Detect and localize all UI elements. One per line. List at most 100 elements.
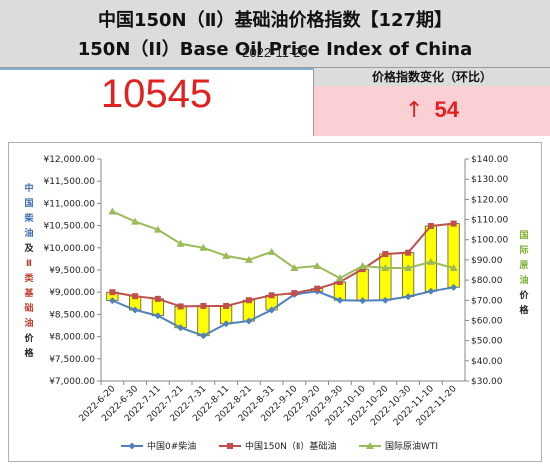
spread-bar [402, 252, 415, 298]
series-point-1 [223, 302, 230, 309]
left-tick-label: ¥7,500.00 [49, 355, 95, 365]
legend-marker-0 [128, 442, 136, 450]
series-point-2 [131, 217, 140, 225]
legend-marker-1 [227, 443, 233, 449]
chart-frame: ¥7,000.00 ¥7,500.00 ¥8,000.00 ¥8,500.00 ¥9,0… [8, 142, 542, 462]
series-point-0 [381, 296, 389, 304]
series-point-0 [154, 312, 162, 320]
series-point-2 [290, 263, 299, 271]
left-axis-label-char: 格 [24, 347, 34, 359]
right-tick-label: $130.00 [471, 175, 508, 185]
legend-label-2: 国际原油WTI [385, 440, 438, 452]
price-chart: ¥7,000.00 ¥7,500.00 ¥8,000.00 ¥8,500.00 ¥9,0… [23, 155, 529, 452]
right-tick-label: $50.00 [471, 337, 503, 347]
right-axis-label-char: 油 [519, 274, 528, 286]
index-strip [0, 68, 314, 70]
series-point-0 [108, 297, 116, 305]
right-axis-label-char: 国 [519, 230, 528, 241]
title-chinese: 中国150N（Ⅱ）基础油价格指数【127期】 [97, 10, 453, 31]
series-point-0 [359, 297, 367, 305]
series-point-1 [427, 222, 434, 229]
spread-bar [447, 223, 460, 288]
left-axis-label-char: 油 [24, 317, 33, 329]
series-point-1 [177, 303, 184, 310]
series-line-2 [111, 210, 454, 280]
up-arrow-icon: ↑ [404, 98, 424, 123]
series-point-2 [358, 261, 367, 269]
left-axis-label-char: Ⅱ [26, 259, 32, 269]
right-tick-label: $100.00 [471, 236, 508, 246]
left-tick-label: ¥8,000.00 [49, 333, 95, 343]
right-tick-label: $30.00 [471, 377, 503, 387]
left-axis-label-char: 油 [24, 227, 33, 239]
series-point-1 [200, 302, 207, 309]
series-point-0 [131, 306, 139, 314]
left-axis-label-char: 基 [23, 287, 34, 299]
left-tick-label: ¥12,000.00 [43, 155, 95, 165]
series-point-2 [313, 261, 322, 269]
right-axis-label-char: 原 [519, 260, 528, 271]
spread-bar [356, 268, 369, 302]
right-tick-label: $120.00 [471, 195, 508, 205]
series-point-1 [109, 289, 116, 296]
series-point-1 [245, 297, 252, 304]
left-axis-label-char: 中 [24, 182, 33, 194]
change-value: 54 [434, 97, 459, 122]
index-panel: 10545 [0, 68, 314, 136]
left-axis-label-char: 价 [24, 333, 34, 344]
left-tick-label: ¥10,000.00 [43, 244, 95, 254]
series-line-1 [112, 222, 454, 308]
series-point-1 [291, 290, 298, 297]
left-tick-label: ¥11,000.00 [43, 199, 95, 209]
series-point-1 [382, 251, 389, 258]
series-point-0 [450, 283, 458, 291]
right-tick-label: $80.00 [471, 276, 503, 286]
left-tick-label: ¥8,500.00 [49, 310, 95, 320]
left-tick-label: ¥9,000.00 [49, 288, 95, 298]
left-axis-label-char: 柴 [23, 212, 34, 224]
spread-bar [379, 253, 392, 301]
right-tick-label: $110.00 [471, 216, 508, 226]
series-point-0 [404, 293, 412, 301]
title-banner: 中国150N（Ⅱ）基础油价格指数【127期】 150N（II）Base Oil … [0, 0, 550, 68]
series-point-1 [405, 249, 412, 256]
series-point-0 [245, 317, 253, 325]
series-point-2 [199, 243, 208, 251]
series-point-0 [427, 287, 435, 295]
series-point-0 [336, 296, 344, 304]
series-point-2 [426, 257, 435, 265]
legend-marker-2 [366, 442, 374, 449]
legend-label-0: 中国0#柴油 [147, 440, 196, 452]
series-point-0 [268, 306, 276, 314]
title-english: 150N（II）Base Oil Price Index of China [77, 39, 473, 60]
series-point-1 [268, 292, 275, 299]
right-axis-label-char: 格 [519, 304, 529, 316]
series-point-0 [222, 320, 230, 328]
series-point-2 [404, 263, 413, 271]
left-tick-label: ¥9,500.00 [49, 266, 95, 276]
left-tick-label: ¥10,500.00 [43, 222, 95, 232]
series-point-1 [450, 220, 457, 227]
series-point-0 [177, 324, 185, 332]
series-point-2 [176, 239, 185, 247]
series-point-1 [154, 295, 161, 302]
left-tick-label: ¥7,000.00 [49, 377, 95, 387]
series-point-0 [199, 332, 207, 340]
series-point-1 [336, 278, 343, 285]
series-point-2 [381, 263, 390, 271]
index-date: 2022-11-20 [242, 45, 308, 60]
series-point-1 [132, 293, 139, 300]
right-axis-label-char: 价 [519, 290, 529, 301]
legend-label-1: 中国150N（Ⅱ）基础油 [245, 440, 336, 452]
series-line-0 [111, 286, 454, 337]
spread-bar [197, 305, 210, 337]
left-tick-label: ¥11,500.00 [43, 177, 95, 187]
right-tick-label: $90.00 [471, 256, 503, 266]
left-axis-label-char: 及 [24, 243, 34, 254]
right-tick-label: $70.00 [471, 296, 503, 306]
right-axis-label-char: 际 [519, 245, 528, 256]
series-point-1 [314, 285, 321, 292]
change-label: 价格指数变化（环比） [314, 68, 550, 86]
change-panel: ↑ 54 [314, 86, 550, 136]
series-point-1 [359, 266, 366, 273]
